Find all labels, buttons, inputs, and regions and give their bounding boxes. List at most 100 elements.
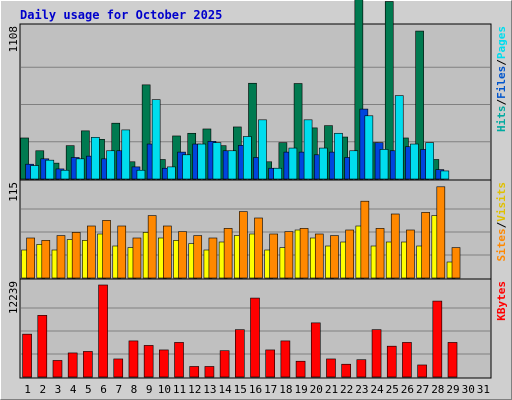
x-tick-label: 3 bbox=[55, 383, 62, 396]
bar-kbytes bbox=[417, 364, 427, 378]
bar-pages bbox=[197, 143, 207, 180]
bar-sites bbox=[375, 228, 385, 279]
bar-pages bbox=[258, 119, 267, 180]
legend: Hits/Files/Pages bbox=[495, 26, 508, 132]
x-tick-label: 7 bbox=[115, 383, 122, 396]
bar-kbytes bbox=[113, 358, 124, 378]
bar-hits bbox=[293, 83, 303, 180]
bar-kbytes bbox=[52, 360, 63, 378]
y-max-label: 1108 bbox=[7, 26, 20, 53]
x-tick-label: 25 bbox=[386, 383, 399, 396]
x-axis: 1 2 3 4 5 6 7 8 9 10 11 12 13 14 15 16 17 18 19 20 21 22 23 24 2… bbox=[24, 383, 490, 396]
bar-kbytes bbox=[265, 349, 275, 378]
bar-sites bbox=[390, 213, 400, 279]
bar-kbytes bbox=[37, 315, 48, 378]
bar-kbytes bbox=[67, 352, 78, 378]
bar-sites bbox=[223, 228, 233, 279]
x-tick-label: 21 bbox=[325, 383, 338, 396]
legend-entry: / bbox=[495, 59, 508, 66]
bar-sites bbox=[345, 229, 354, 279]
x-tick-label: 1 bbox=[24, 383, 31, 396]
bar-kbytes bbox=[432, 300, 443, 378]
bar-sites bbox=[87, 225, 96, 279]
bar-pages bbox=[425, 142, 434, 180]
bar-pages bbox=[379, 149, 389, 180]
x-tick-label: 15 bbox=[234, 383, 247, 396]
bar-kbytes bbox=[189, 366, 200, 378]
bar-pages bbox=[349, 150, 358, 180]
panel-2: 115 Sites/Visits bbox=[7, 179, 508, 280]
x-tick-label: 11 bbox=[173, 383, 186, 396]
bar-pages bbox=[273, 167, 282, 180]
bar-kbytes bbox=[174, 342, 184, 378]
x-tick-label: 29 bbox=[446, 383, 459, 396]
bar-sites bbox=[102, 220, 111, 279]
bar-kbytes bbox=[250, 297, 260, 378]
legend: KBytes bbox=[495, 281, 508, 321]
bar-kbytes bbox=[341, 363, 351, 378]
bar-kbytes bbox=[386, 345, 397, 378]
bar-hits bbox=[354, 0, 364, 180]
bar-pages bbox=[303, 119, 313, 180]
x-tick-label: 20 bbox=[310, 383, 323, 396]
bar-pages bbox=[334, 132, 343, 180]
bar-sites bbox=[330, 235, 339, 279]
bar-kbytes bbox=[356, 359, 367, 378]
bar-pages bbox=[136, 169, 146, 180]
bar-hits bbox=[248, 82, 257, 180]
x-tick-label: 10 bbox=[158, 383, 171, 396]
x-tick-label: 16 bbox=[249, 383, 262, 396]
x-tick-label: 4 bbox=[70, 383, 77, 396]
x-tick-label: 24 bbox=[370, 383, 384, 396]
x-tick-label: 2 bbox=[39, 383, 46, 396]
bar-sites bbox=[163, 225, 172, 279]
bar-sites bbox=[360, 200, 370, 279]
legend-entry: KBytes bbox=[495, 281, 508, 321]
bar-hits bbox=[415, 30, 424, 180]
x-tick-label: 13 bbox=[203, 383, 216, 396]
bar-sites bbox=[56, 235, 66, 279]
x-tick-label: 9 bbox=[146, 383, 153, 396]
bar-sites bbox=[284, 231, 294, 279]
x-tick-label: 27 bbox=[416, 383, 429, 396]
bar-pages bbox=[30, 165, 39, 180]
bar-kbytes bbox=[235, 329, 245, 378]
bar-kbytes bbox=[159, 349, 169, 378]
bar-kbytes bbox=[143, 345, 154, 378]
bar-sites bbox=[117, 225, 127, 279]
bar-sites bbox=[239, 211, 248, 279]
legend-entry: Sites bbox=[495, 228, 508, 261]
bar-pages bbox=[288, 147, 298, 180]
bar-hits bbox=[20, 137, 29, 180]
bar-kbytes bbox=[22, 333, 32, 378]
bar-pages bbox=[410, 143, 419, 180]
bar-sites bbox=[208, 237, 218, 279]
bar-sites bbox=[421, 212, 430, 279]
panel-1: 1108 Hits/Files/Pages bbox=[7, 0, 508, 181]
bar-sites bbox=[193, 235, 203, 279]
bar-hits bbox=[141, 84, 151, 180]
bar-sites bbox=[436, 186, 446, 279]
bar-sites bbox=[132, 237, 142, 279]
bar-sites bbox=[178, 231, 187, 279]
bar-sites bbox=[299, 228, 309, 279]
x-tick-label: 17 bbox=[264, 383, 277, 396]
chart-title: Daily usage for October 2025 bbox=[20, 8, 222, 22]
y-max-label: 115 bbox=[7, 182, 20, 202]
bar-pages bbox=[394, 95, 404, 180]
chart-panels: 1108Hits/Files/Pages115Sites/Visits12239… bbox=[7, 0, 508, 379]
bar-hits bbox=[384, 1, 394, 180]
bar-hits bbox=[81, 130, 90, 180]
bar-sites bbox=[269, 233, 278, 279]
x-tick-label: 18 bbox=[279, 383, 292, 396]
bar-kbytes bbox=[326, 358, 336, 378]
bar-sites bbox=[314, 233, 324, 279]
bar-kbytes bbox=[98, 284, 108, 378]
panel-3: 12239 KBytes bbox=[7, 278, 508, 379]
bar-pages bbox=[151, 99, 161, 180]
x-tick-label: 5 bbox=[85, 383, 92, 396]
x-tick-label: 30 bbox=[462, 383, 475, 396]
bar-kbytes bbox=[310, 322, 321, 378]
x-tick-label: 31 bbox=[477, 383, 490, 396]
